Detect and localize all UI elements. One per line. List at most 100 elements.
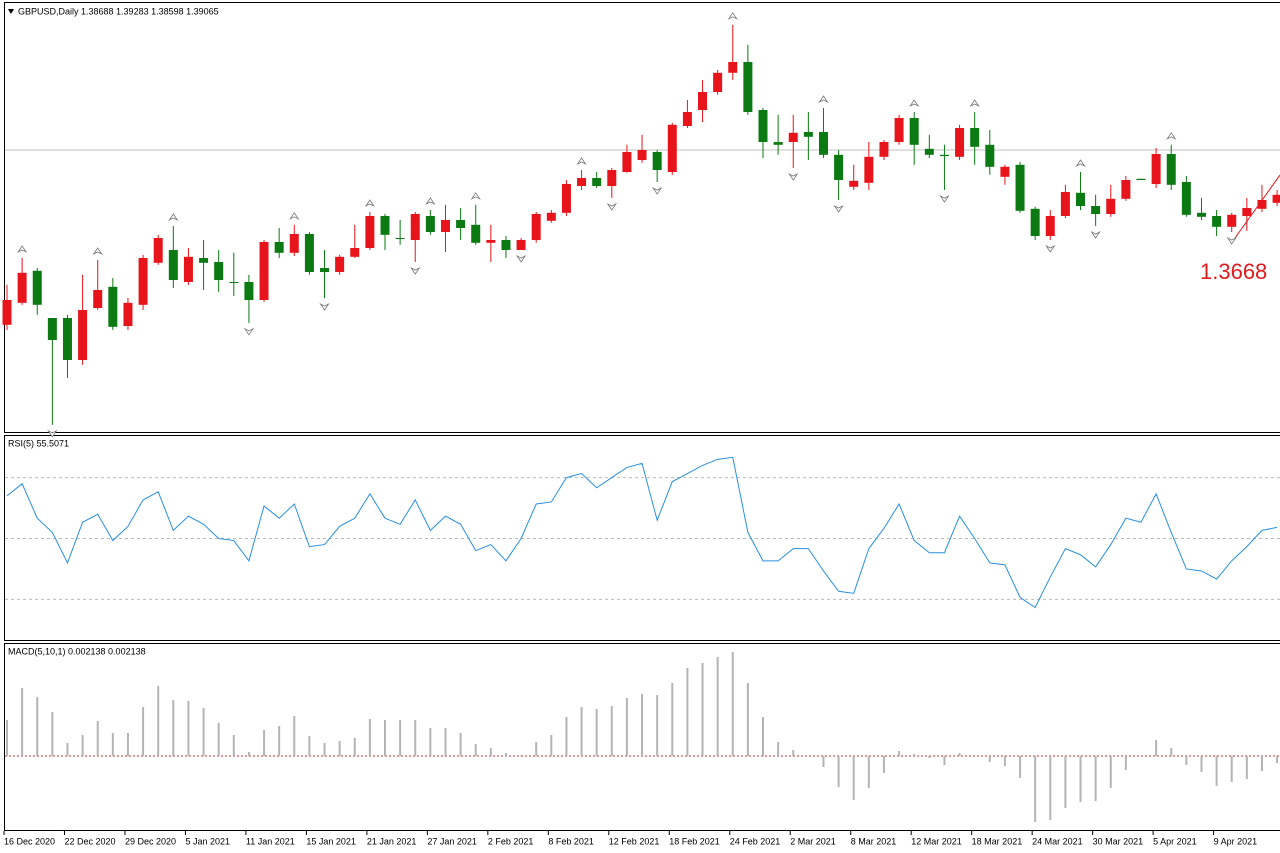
fractal-arrow (425, 197, 436, 206)
candle-body (214, 262, 224, 280)
candle-body (864, 156, 874, 183)
fractal-arrow (909, 99, 920, 108)
candle-body (1000, 166, 1010, 177)
candle-body (1106, 198, 1116, 214)
candle-body (259, 242, 269, 300)
date-label: 5 Jan 2021 (185, 836, 230, 846)
candle-body (970, 128, 980, 147)
candle-body (622, 152, 632, 172)
candle-body (138, 258, 148, 305)
candle-body (2, 300, 12, 325)
fractal-arrow (319, 302, 330, 311)
date-label: 18 Mar 2021 (972, 836, 1023, 846)
date-label: 29 Dec 2020 (125, 836, 176, 846)
fractal-arrow (410, 266, 421, 275)
date-label: 16 Dec 2020 (4, 836, 55, 846)
candle-body (682, 112, 692, 126)
fractal-arrow (289, 212, 300, 220)
price-panel-frame (4, 2, 1280, 433)
candle-body (879, 142, 889, 157)
candle-body (894, 118, 904, 142)
fractal-arrow (1045, 244, 1056, 253)
date-label: 12 Feb 2021 (609, 836, 660, 846)
fractal-arrow (727, 12, 738, 20)
candle-body (818, 132, 828, 155)
candle-body (516, 240, 526, 250)
candle-body (183, 256, 193, 282)
fractal-arrow (651, 186, 663, 195)
candle-body (1257, 200, 1267, 209)
date-label: 24 Feb 2021 (730, 836, 781, 846)
candle-body (803, 132, 813, 137)
date-label: 15 Jan 2021 (306, 836, 356, 846)
candle-body (440, 220, 450, 232)
price-title: GBPUSD,Daily 1.38688 1.39283 1.38598 1.3… (18, 6, 219, 16)
candle-body (108, 286, 118, 327)
candle-body (1030, 208, 1040, 236)
candle-body (834, 154, 844, 180)
candle-body (425, 216, 435, 232)
fractal-arrow (818, 95, 829, 104)
candle-body (410, 214, 420, 240)
candle-body (728, 62, 738, 73)
candle-body (335, 256, 345, 272)
candle-body (486, 240, 496, 243)
date-label: 11 Jan 2021 (246, 836, 295, 846)
candle-body (320, 268, 330, 272)
fractal-arrow (939, 194, 950, 203)
candle-body (304, 234, 314, 272)
date-label: 2 Mar 2021 (790, 836, 836, 846)
date-label: 8 Feb 2021 (548, 836, 594, 846)
candle-body (577, 178, 587, 186)
candle-body (788, 132, 798, 142)
candle-body (607, 170, 617, 186)
fractal-arrow (1075, 159, 1086, 168)
candle-body (1045, 216, 1055, 236)
date-label: 24 Mar 2021 (1032, 836, 1083, 846)
candle-body (637, 150, 647, 160)
fractal-arrow (515, 254, 527, 263)
candle-body (17, 272, 27, 303)
candle-body (773, 142, 783, 145)
candle-body (153, 238, 163, 263)
menu-triangle[interactable] (8, 9, 14, 14)
candle-body (698, 92, 708, 110)
macd-panel-frame (4, 643, 1280, 831)
fractal-arrow (47, 429, 58, 438)
candle-body (1136, 178, 1146, 180)
fractal-arrow (92, 247, 103, 256)
rsi-panel-frame (4, 435, 1280, 641)
candle-body (1121, 180, 1131, 199)
candle-body (1196, 212, 1206, 217)
candle-body (652, 152, 662, 170)
fractal-arrow (168, 213, 179, 222)
candle-body (32, 270, 42, 305)
candle-body (229, 282, 239, 283)
candle-body (78, 310, 88, 360)
fractal-arrow (243, 327, 255, 336)
candle-body (1181, 182, 1191, 215)
candle-body (1076, 192, 1086, 206)
candle-body (531, 214, 541, 240)
fractal-arrow (576, 157, 587, 166)
candle-body (47, 318, 57, 340)
date-label: 8 Mar 2021 (851, 836, 897, 846)
candle-body (471, 224, 481, 243)
candle-body (1212, 216, 1222, 227)
date-label: 9 Apr 2021 (1214, 836, 1258, 846)
fractal-arrow (364, 199, 376, 208)
candle-body (561, 184, 571, 213)
candle-body (743, 62, 753, 112)
candle-body (93, 290, 103, 308)
macd-title: MACD(5,10,1) 0.002138 0.002138 (8, 646, 146, 656)
candle-body (985, 144, 995, 167)
candle-body (924, 148, 934, 155)
candle-body (456, 220, 466, 228)
candle-body (1060, 192, 1070, 216)
candle-body (955, 128, 965, 157)
fractal-arrow (470, 192, 481, 200)
date-label: 18 Feb 2021 (669, 836, 720, 846)
fractal-arrow (969, 99, 980, 108)
candle-body (909, 118, 919, 145)
